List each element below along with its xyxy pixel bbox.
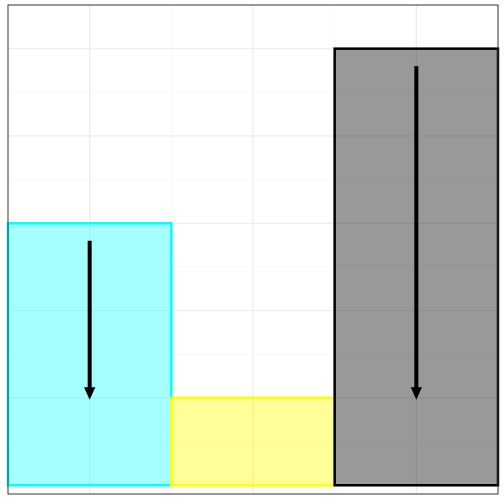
arrows (84, 66, 422, 400)
arrow-head-2 (410, 387, 422, 400)
panel-border (7, 4, 499, 495)
bar-2 (170, 396, 336, 487)
arrow-head-1 (84, 387, 96, 400)
